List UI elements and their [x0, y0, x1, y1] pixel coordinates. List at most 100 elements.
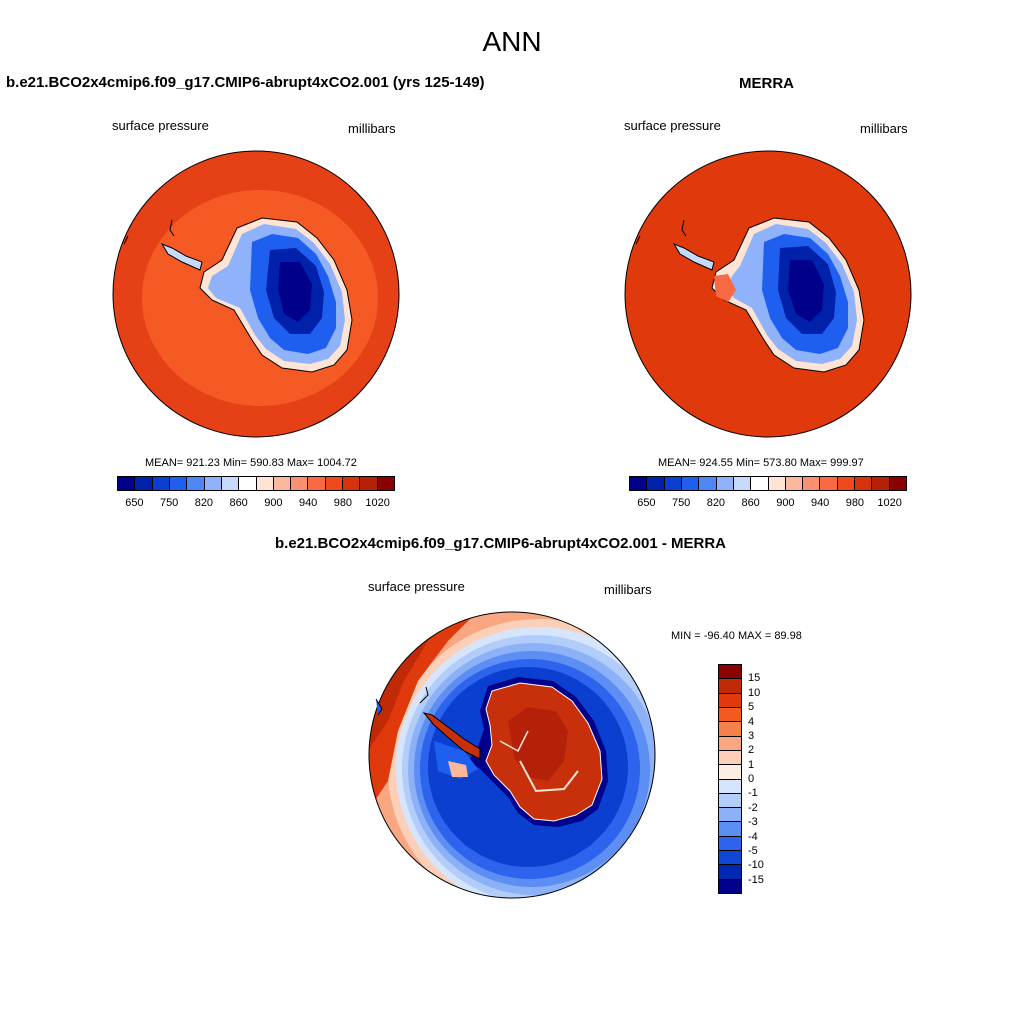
colorbar-swatch	[751, 477, 769, 490]
colorbar-tick-label: -15	[748, 873, 764, 886]
colorbar-swatch	[768, 477, 786, 490]
model-units-label: millibars	[348, 121, 396, 136]
colorbar-tick-label: 15	[748, 672, 761, 685]
colorbar-swatch	[630, 477, 648, 490]
colorbar-swatch	[118, 477, 136, 490]
model-variable-label: surface pressure	[112, 118, 209, 133]
colorbar-tick-label: 750	[671, 497, 691, 509]
model-colorbar	[117, 476, 395, 491]
colorbar-swatch	[135, 477, 153, 490]
colorbar-swatch	[308, 477, 326, 490]
colorbar-swatch	[360, 477, 378, 490]
figure-title: ANN	[482, 26, 542, 57]
colorbar-tick-label: 980	[333, 497, 353, 509]
colorbar-tick-label: 900	[776, 497, 795, 509]
colorbar-tick-label: 3	[748, 729, 755, 742]
diff-colorbar-ticks: 15 10 5 4 3 2 1 0 -1 -2 -3 -4 -5 -10 -15	[748, 664, 788, 894]
colorbar-tick-label: 860	[229, 497, 248, 509]
colorbar-tick-label: -10	[748, 859, 764, 872]
colorbar-swatch	[716, 477, 734, 490]
colorbar-swatch	[169, 477, 188, 490]
diff-colorbar	[718, 664, 742, 894]
colorbar-swatch	[719, 722, 741, 737]
colorbar-swatch	[719, 793, 741, 809]
diff-units-label: millibars	[604, 582, 652, 597]
colorbar-swatch	[187, 477, 205, 490]
colorbar-tick-label: -4	[748, 830, 758, 843]
obs-variable-label: surface pressure	[624, 118, 721, 133]
obs-polar-map	[624, 150, 912, 438]
colorbar-tick-label: 650	[125, 497, 144, 509]
colorbar-swatch	[647, 477, 665, 490]
colorbar-swatch	[699, 477, 717, 490]
diff-variable-label: surface pressure	[368, 579, 465, 594]
colorbar-tick-label: 1020	[365, 497, 390, 509]
colorbar-tick-label: -2	[748, 801, 758, 814]
colorbar-swatch	[343, 477, 361, 490]
colorbar-swatch	[221, 477, 240, 490]
colorbar-swatch	[855, 477, 873, 490]
diff-stats: MIN = -96.40 MAX = 89.98	[671, 630, 802, 642]
colorbar-swatch	[291, 477, 309, 490]
colorbar-swatch	[719, 707, 741, 723]
colorbar-swatch	[785, 477, 804, 490]
obs-stats: MEAN= 924.55 Min= 573.80 Max= 999.97	[658, 457, 864, 469]
colorbar-swatch	[719, 765, 741, 780]
obs-colorbar	[629, 476, 907, 491]
colorbar-tick-label: -1	[748, 787, 758, 800]
colorbar-swatch	[152, 477, 170, 490]
colorbar-swatch	[889, 477, 906, 490]
colorbar-swatch	[719, 865, 741, 880]
model-panel-title: b.e21.BCO2x4cmip6.f09_g17.CMIP6-abrupt4x…	[6, 74, 485, 91]
colorbar-swatch	[719, 851, 741, 866]
colorbar-swatch	[719, 736, 741, 751]
colorbar-tick-label: 860	[741, 497, 760, 509]
colorbar-swatch	[837, 477, 856, 490]
colorbar-tick-label: 750	[159, 497, 179, 509]
colorbar-tick-label: 1	[748, 758, 755, 771]
colorbar-tick-label: 0	[748, 773, 755, 785]
colorbar-swatch	[239, 477, 257, 490]
obs-colorbar-ticks: 650 750 820 860 900 940 980 1020	[629, 497, 907, 511]
obs-panel-title: MERRA	[739, 75, 794, 92]
colorbar-tick-label: 1020	[877, 497, 902, 509]
obs-units-label: millibars	[860, 121, 908, 136]
colorbar-swatch	[719, 836, 741, 852]
colorbar-tick-label: 820	[706, 497, 726, 509]
colorbar-tick-label: 980	[845, 497, 865, 509]
colorbar-tick-label: 900	[264, 497, 283, 509]
colorbar-swatch	[733, 477, 752, 490]
colorbar-swatch	[256, 477, 274, 490]
colorbar-swatch	[273, 477, 292, 490]
model-stats: MEAN= 921.23 Min= 590.83 Max= 1004.72	[145, 457, 357, 469]
colorbar-tick-label: 5	[748, 701, 755, 714]
colorbar-swatch	[325, 477, 344, 490]
colorbar-swatch	[719, 665, 741, 680]
colorbar-tick-label: 650	[637, 497, 656, 509]
colorbar-swatch	[719, 808, 741, 823]
colorbar-swatch	[377, 477, 394, 490]
diff-polar-map	[368, 611, 656, 899]
colorbar-tick-label: 10	[748, 686, 761, 699]
colorbar-swatch	[719, 779, 741, 794]
colorbar-swatch	[872, 477, 890, 490]
colorbar-swatch	[719, 693, 741, 708]
colorbar-swatch	[719, 822, 741, 837]
colorbar-tick-label: 940	[298, 497, 318, 509]
colorbar-swatch	[719, 879, 741, 893]
colorbar-swatch	[681, 477, 700, 490]
colorbar-swatch	[803, 477, 821, 490]
colorbar-tick-label: 940	[810, 497, 830, 509]
colorbar-tick-label: 4	[748, 715, 755, 728]
colorbar-swatch	[664, 477, 682, 490]
colorbar-swatch	[204, 477, 222, 490]
model-colorbar-ticks: 650 750 820 860 900 940 980 1020	[117, 497, 395, 511]
colorbar-tick-label: -5	[748, 844, 758, 857]
colorbar-tick-label: 2	[748, 744, 755, 757]
colorbar-swatch	[820, 477, 838, 490]
colorbar-swatch	[719, 750, 741, 766]
colorbar-swatch	[719, 679, 741, 694]
diff-panel-title: b.e21.BCO2x4cmip6.f09_g17.CMIP6-abrupt4x…	[275, 535, 726, 552]
colorbar-tick-label: -3	[748, 816, 758, 829]
model-polar-map	[112, 150, 400, 438]
